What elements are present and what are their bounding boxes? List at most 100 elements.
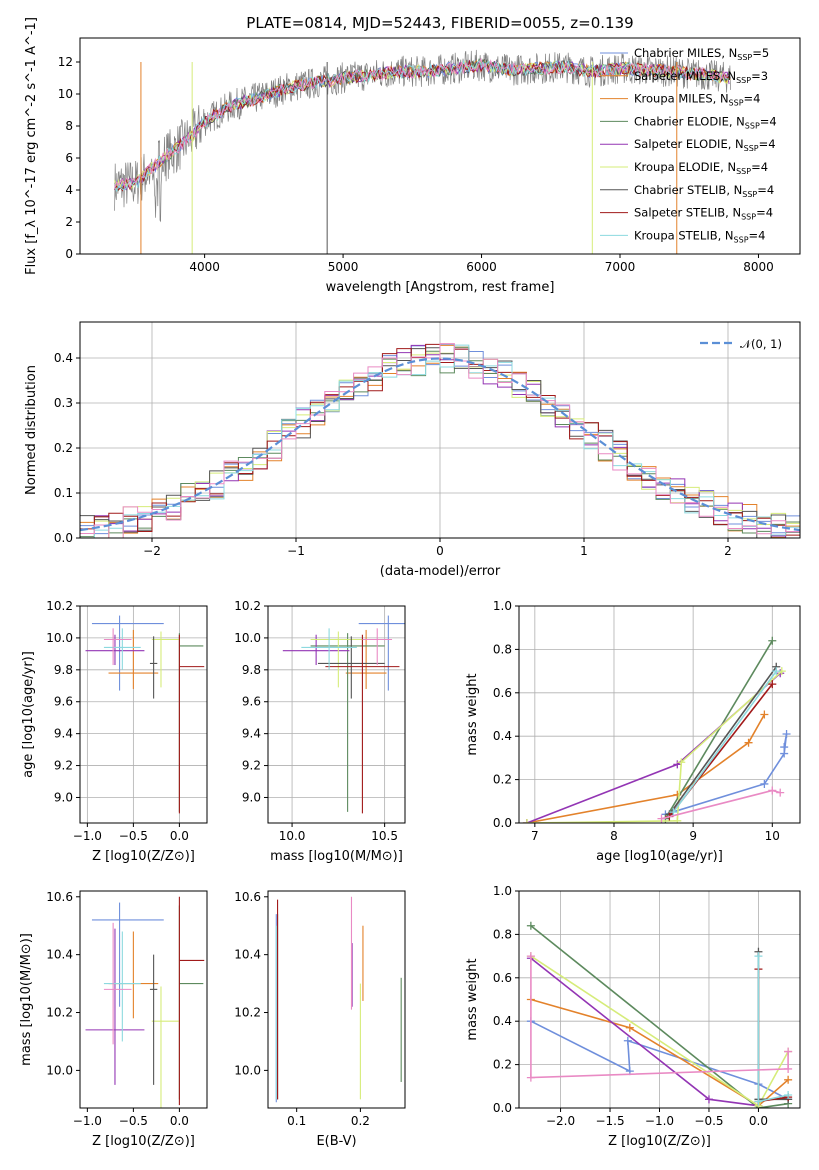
legend-label: Chabrier STELIB, NSSP=4 — [634, 183, 774, 199]
y-tick-label: 9.8 — [242, 663, 261, 677]
y-tick-label: 9.0 — [242, 790, 261, 804]
legend-suffix: =3 — [751, 69, 768, 83]
x-tick-label: −1.0 — [645, 1114, 674, 1128]
spectrum-axes: 4000 5000 6000 7000 8000 0 2 4 6 8 10 12 wavelength … — [24, 17, 774, 295]
weight-marker — [522, 819, 531, 823]
weight-marker — [760, 779, 769, 788]
y-tick-label: 0.4 — [54, 351, 73, 365]
x-tick-label: −0.5 — [694, 1114, 723, 1128]
x-tick-label: 8000 — [743, 260, 774, 274]
y-tick-label: 8 — [65, 119, 73, 133]
x-tick-label: −1.0 — [73, 1114, 102, 1128]
x-tick-label: 7 — [531, 829, 539, 843]
y-tick-label: 0.8 — [493, 927, 512, 941]
x-tick-label: −1.5 — [595, 1114, 624, 1128]
mass_vs_EBV-axes: 0.1 0.2 10.0 10.2 10.4 10.6 E(B-V) — [234, 890, 370, 1149]
weight-marker — [776, 788, 785, 797]
axes-frame — [518, 605, 801, 824]
y-tick-label: 10.0 — [46, 631, 73, 645]
legend-suffix: =5 — [752, 46, 769, 60]
y-tick-label: 9.0 — [54, 790, 73, 804]
y-tick-label: 9.4 — [54, 727, 73, 741]
y-tick-label: 10.0 — [46, 1063, 73, 1077]
x-tick-label: 7000 — [605, 260, 636, 274]
x-tick-label: 0.1 — [287, 1114, 306, 1128]
x-tick-label: −0.5 — [119, 829, 148, 843]
y-axis-label: Normed distribution — [24, 365, 39, 495]
y-tick-label: 0.4 — [493, 1014, 512, 1028]
legend-label: Kroupa ELODIE, NSSP=4 — [634, 160, 768, 176]
residuals-axes: −2 −1 0 1 2 0.0 0.1 0.2 0.3 0.4 (data-model)/error… — [24, 322, 800, 579]
x-tick-label: 10 — [765, 829, 780, 843]
weight-marker — [768, 636, 777, 645]
y-tick-label: 1.0 — [493, 884, 512, 898]
legend-sub: SSP — [737, 53, 752, 62]
weight-marker — [526, 921, 535, 930]
mass_vs_EBV-points — [275, 896, 402, 1103]
x-tick-label: 10.5 — [371, 829, 398, 843]
plots-layer: 4000 5000 6000 7000 8000024681012wavelength … — [19, 17, 801, 1149]
weight-marker — [704, 1095, 713, 1104]
age_vs_Z-axes: −1.0 −0.5 0.0 9.0 9.2 9.4 9.6 9.8 10.0 10.2 Z [log… — [21, 599, 207, 864]
y-tick-label: 0.1 — [54, 486, 73, 500]
x-tick-label: 0 — [436, 544, 444, 558]
legend-sub: SSP — [741, 213, 756, 222]
weight-marker — [768, 786, 777, 795]
x-tick-label: 4000 — [189, 260, 220, 274]
y-tick-label: 1.0 — [493, 599, 512, 613]
legend-suffix: =4 — [757, 183, 774, 197]
x-tick-label: 10.0 — [279, 829, 306, 843]
weight-marker — [673, 816, 682, 823]
weight-marker — [754, 952, 763, 961]
x-axis-label: age [log10(age/yr)] — [596, 849, 723, 864]
weight-marker — [772, 667, 781, 676]
x-tick-label: 5000 — [328, 260, 359, 274]
x-tick-label: 6000 — [466, 260, 497, 274]
axes-frame — [267, 890, 406, 1109]
legend-label: Kroupa MILES, NSSP=4 — [634, 92, 760, 108]
legend-sub: SSP — [744, 144, 759, 153]
y-tick-label: 9.6 — [242, 695, 261, 709]
series-model-8 — [114, 57, 730, 190]
y-tick-label: 0.6 — [493, 971, 512, 985]
weight_vs_age-axes: 7 8 9 10 0.0 0.2 0.4 0.6 0.8 1.0 age [log10(age/yr… — [465, 599, 800, 864]
weight-marker — [526, 952, 535, 961]
y-tick-label: 4 — [65, 183, 73, 197]
x-axis-label: Z [log10(Z/Z⊙)] — [608, 1134, 711, 1149]
weight-marker — [754, 1097, 763, 1106]
y-tick-label: 10.0 — [234, 1063, 261, 1077]
y-axis-label: mass [log10(M/M⊙)] — [19, 933, 34, 1066]
weight-line-4 — [526, 670, 783, 823]
weight-line-1 — [526, 714, 766, 823]
x-axis-label: E(B-V) — [316, 1134, 356, 1149]
weight-marker — [526, 1073, 535, 1082]
weight_vs_age-series — [522, 636, 791, 823]
y-tick-label: 0.0 — [493, 816, 512, 830]
weight-marker — [782, 730, 791, 739]
weight-marker — [784, 1075, 793, 1084]
y-tick-label: 0.0 — [54, 531, 73, 545]
hist-series-7 — [80, 344, 800, 538]
y-tick-label: 10.4 — [234, 948, 261, 962]
mass_vs_Z-axes: −1.0 −0.5 0.0 10.0 10.2 10.4 10.6 Z [log10(Z/Z⊙… — [19, 890, 195, 1149]
axes-frame — [79, 37, 801, 255]
weight_vs_Z-series — [526, 921, 793, 1108]
y-tick-label: 10.2 — [234, 1006, 261, 1020]
x-tick-label: 1 — [580, 544, 588, 558]
y-tick-label: 10.2 — [46, 1006, 73, 1020]
axes-frame — [518, 890, 801, 1109]
y-tick-label: 10.2 — [234, 599, 261, 613]
weight-marker — [657, 814, 666, 823]
legend: Chabrier MILES, NSSP=5 Salpeter MILES, NS… — [600, 46, 777, 244]
x-tick-label: −0.5 — [119, 1114, 148, 1128]
y-axis-label: mass weight — [465, 673, 480, 755]
y-tick-label: 12 — [58, 55, 73, 69]
legend-label: Salpeter STELIB, NSSP=4 — [634, 206, 773, 222]
age_vs_Z-points — [85, 615, 205, 814]
y-tick-label: 9.2 — [242, 759, 261, 773]
weight-marker — [669, 808, 678, 817]
y-tick-label: 9.4 — [242, 727, 261, 741]
legend-sub: SSP — [729, 99, 744, 108]
weight-line-2 — [530, 925, 789, 1108]
weight-line-7 — [672, 670, 777, 813]
